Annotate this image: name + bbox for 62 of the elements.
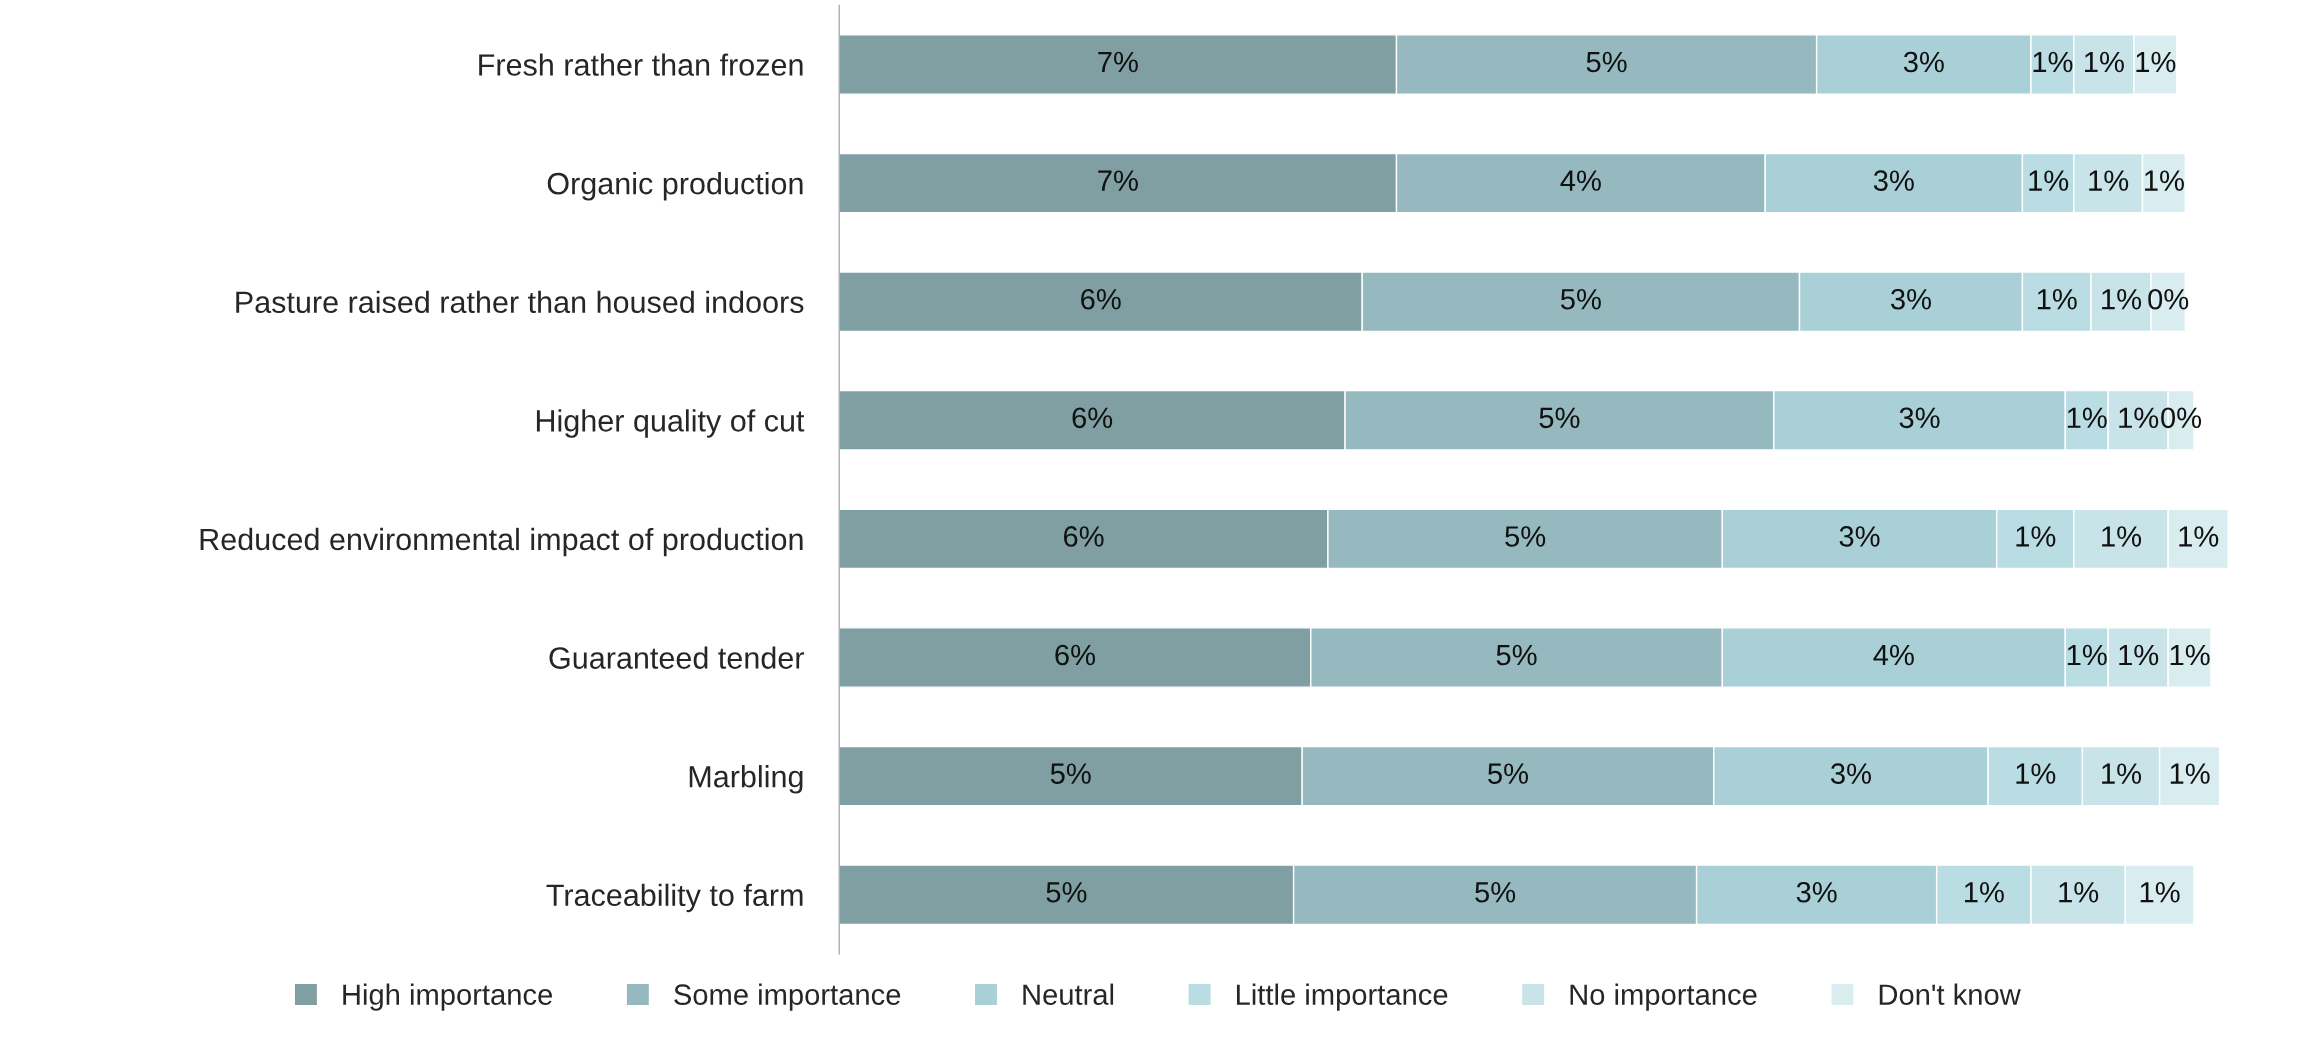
data-label: 5% — [1475, 882, 1516, 903]
data-label: 5% — [1496, 644, 1537, 666]
data-label: 1% — [2089, 170, 2129, 191]
legend-label: Neutral — [1023, 983, 1114, 1005]
data-label: 5% — [1046, 882, 1087, 903]
legend-label: Don't know — [1879, 983, 2021, 1005]
data-label: 3% — [1830, 763, 1871, 784]
y-tick-label: Guaranteed tender — [549, 646, 804, 669]
data-label: 6% — [1072, 407, 1113, 429]
data-label: 1% — [2145, 170, 2184, 191]
data-label: 1% — [2179, 526, 2219, 547]
data-label: 5% — [1488, 763, 1529, 784]
data-label: 1% — [2102, 763, 2142, 784]
data-label: 1% — [2140, 882, 2180, 903]
data-label: 1% — [2119, 407, 2159, 429]
y-tick-label: Reduced environmental impact of production — [200, 527, 803, 557]
data-label: 0% — [2148, 288, 2189, 310]
data-label: 3% — [1899, 407, 1940, 429]
y-tick-label: Traceability to farm — [546, 883, 803, 913]
data-label: 1% — [2067, 644, 2107, 666]
legend-label: High importance — [343, 983, 552, 1011]
legend-label: No importance — [1570, 983, 1757, 1011]
data-label: 6% — [1055, 644, 1096, 666]
data-label: 1% — [2059, 882, 2099, 903]
data-label: 4% — [1560, 170, 1601, 191]
data-label: 3% — [1839, 526, 1880, 547]
data-label: 1% — [2033, 51, 2073, 73]
data-label: 5% — [1586, 51, 1627, 73]
data-label: 5% — [1560, 289, 1601, 310]
data-label: 7% — [1098, 170, 1138, 191]
data-label: 1% — [2102, 289, 2142, 310]
data-label: 1% — [2016, 763, 2056, 784]
y-tick-label: Higher quality of cut — [536, 409, 805, 438]
data-label: 3% — [1873, 170, 1914, 191]
data-label: 3% — [1903, 51, 1944, 73]
data-label: 4% — [1873, 644, 1914, 666]
data-label: 1% — [2037, 289, 2077, 310]
y-tick-label: Organic production — [547, 172, 803, 201]
data-label: 1% — [2102, 526, 2142, 547]
data-label: 1% — [2170, 644, 2210, 666]
data-label: 0% — [2161, 407, 2202, 429]
data-label: 3% — [1796, 881, 1837, 903]
data-label: 1% — [2119, 644, 2159, 666]
data-label: 5% — [1050, 763, 1091, 784]
data-label: 5% — [1539, 407, 1580, 429]
data-label: 3% — [1890, 288, 1931, 310]
legend-label: Little importance — [1236, 983, 1448, 1011]
data-label: 1% — [2029, 170, 2069, 191]
data-label: 1% — [2136, 51, 2176, 73]
y-tick-label: Fresh rather than frozen — [479, 53, 803, 76]
data-label: 5% — [1505, 526, 1546, 547]
data-label: 6% — [1063, 526, 1104, 547]
y-tick-label: Pasture raised rather than housed indoors — [236, 290, 804, 314]
data-label: 1% — [2085, 51, 2124, 73]
y-tick-label: Marbling — [689, 765, 803, 794]
data-label: 1% — [2170, 763, 2210, 784]
data-label: 1% — [2067, 407, 2107, 429]
legend-label: Some importance — [674, 983, 901, 1011]
data-label: 1% — [1964, 882, 2004, 903]
data-label: 7% — [1098, 51, 1138, 73]
data-label: 1% — [2016, 526, 2056, 547]
data-label: 6% — [1081, 288, 1121, 310]
